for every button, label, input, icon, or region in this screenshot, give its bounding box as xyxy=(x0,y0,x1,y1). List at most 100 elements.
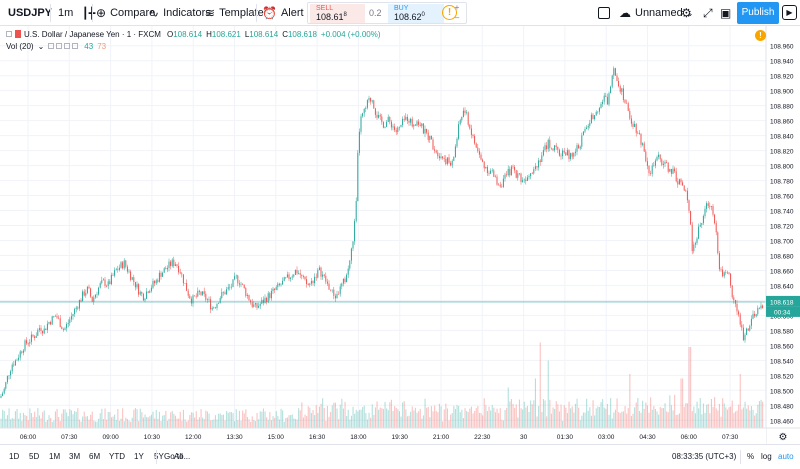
range-button-1y[interactable]: 1Y xyxy=(134,452,144,461)
info-icon[interactable]: ! xyxy=(442,5,457,20)
price-chart[interactable]: 108.960 108.940 108.920 108.900 108.880 108.8… xyxy=(0,26,800,444)
volume-bar xyxy=(267,419,269,428)
countdown-tag xyxy=(766,306,800,317)
candle-body xyxy=(38,328,40,330)
volume-bar xyxy=(590,415,592,428)
candle-body xyxy=(661,159,663,165)
volume-bar xyxy=(78,419,80,428)
replay-button[interactable]: ▶ xyxy=(782,5,797,20)
candle-body xyxy=(746,328,748,335)
candle-body xyxy=(54,316,56,317)
goto-date-button[interactable]: Go to... xyxy=(164,452,191,461)
candle-body xyxy=(570,153,572,160)
volume-bar xyxy=(494,412,496,428)
volume-bar xyxy=(704,412,706,428)
range-button-1d[interactable]: 1D xyxy=(9,452,20,461)
volume-value: 43 xyxy=(84,41,94,51)
eye-icon[interactable] xyxy=(48,43,55,49)
range-button-3m[interactable]: 3M xyxy=(69,452,81,461)
more-icon[interactable] xyxy=(72,43,79,49)
candle-body xyxy=(195,296,197,297)
indicators-button[interactable]: ∿ Indicators xyxy=(149,0,211,26)
volume-bar xyxy=(336,408,338,428)
fullscreen-button[interactable]: ⤢ xyxy=(703,0,717,26)
volume-bar xyxy=(222,414,224,428)
candle-body xyxy=(675,171,677,182)
symbol-search[interactable]: USDJPY xyxy=(8,0,52,26)
templates-button[interactable]: ≋ Templates xyxy=(205,0,269,26)
candle-body xyxy=(469,124,471,129)
close-icon[interactable] xyxy=(64,43,71,49)
candle-body xyxy=(48,321,50,324)
volume-bar xyxy=(43,410,45,428)
auto-scale-toggle[interactable]: auto xyxy=(778,452,794,461)
volume-bar xyxy=(118,420,120,428)
candle-body xyxy=(406,116,408,121)
multi-layout-button[interactable] xyxy=(598,0,610,26)
alert-button[interactable]: ⏰ Alert xyxy=(262,0,304,26)
price-axis[interactable]: 108.960 108.940 108.920 108.900 108.880 108.8… xyxy=(765,26,800,444)
time-axis[interactable]: 06:00 07:30 09:00 10:30 12:00 13:30 15:00 16:30… xyxy=(0,427,800,444)
volume-bar xyxy=(136,409,138,428)
chart-style-button[interactable]: ┃╋ xyxy=(82,0,95,26)
volume-bar xyxy=(722,398,724,428)
candle-body xyxy=(275,287,277,290)
range-button-1m[interactable]: 1M xyxy=(49,452,61,461)
candle-body xyxy=(285,277,287,278)
candle-body xyxy=(430,135,432,140)
volume-bar xyxy=(482,415,484,428)
timezone-button[interactable]: 08:33:35 (UTC+3) xyxy=(672,452,737,461)
volume-bar xyxy=(570,408,572,428)
volume-bar xyxy=(296,419,298,428)
range-button-5y[interactable]: 5Y xyxy=(154,452,164,461)
volume-bar xyxy=(178,418,180,428)
candle-body xyxy=(11,364,13,372)
time-tick-label: 07:30 xyxy=(61,434,78,441)
volume-bar xyxy=(171,410,173,428)
log-scale-toggle[interactable]: log xyxy=(761,452,772,461)
candle-body xyxy=(296,269,298,274)
sell-button[interactable]: SELL 108.618 xyxy=(310,4,365,23)
range-button-5d[interactable]: 5D xyxy=(29,452,40,461)
range-button-ytd[interactable]: YTD xyxy=(109,452,125,461)
snapshot-button[interactable]: ▣ xyxy=(720,0,735,26)
percent-scale-toggle[interactable]: % xyxy=(747,452,755,461)
candle-body xyxy=(117,269,119,270)
candle-body xyxy=(216,303,218,308)
candle-body xyxy=(299,273,301,275)
axis-settings-icon[interactable]: ⚙ xyxy=(779,432,788,443)
volume-bar xyxy=(373,414,375,428)
sell-price: 108.618 xyxy=(316,12,347,22)
candle-body xyxy=(211,307,213,310)
candle-body xyxy=(437,152,439,157)
settings-icon[interactable] xyxy=(56,43,63,49)
range-button-6m[interactable]: 6M xyxy=(89,452,101,461)
minus-icon[interactable]: – xyxy=(454,13,460,22)
candle-body xyxy=(86,286,88,293)
candle-body xyxy=(501,186,503,188)
volume-bar xyxy=(387,410,389,428)
quantity-stepper[interactable]: + – xyxy=(448,3,466,23)
candle-body xyxy=(552,148,554,151)
collapse-icon[interactable] xyxy=(6,31,12,37)
candle-body xyxy=(349,260,351,269)
publish-button[interactable]: Publish xyxy=(737,2,779,24)
buy-button[interactable]: BUY 108.620 xyxy=(388,4,444,23)
plus-icon[interactable]: + xyxy=(454,3,460,12)
compare-button[interactable]: ⊕ Compare xyxy=(96,0,155,26)
range-button-all[interactable]: All xyxy=(174,452,183,461)
volume-bar xyxy=(272,416,274,428)
volume-bar xyxy=(53,420,55,428)
layout-menu-button[interactable]: ☁ Unnamed ⌄ xyxy=(619,0,697,26)
candle-body xyxy=(382,121,384,128)
interval-button[interactable]: 1m xyxy=(58,0,73,26)
candle-body xyxy=(747,328,749,331)
warning-icon[interactable]: ! xyxy=(755,30,766,41)
volume-bar xyxy=(75,411,77,428)
volume-bar xyxy=(626,413,628,428)
candle-body xyxy=(354,220,356,242)
volume-bar xyxy=(210,420,212,428)
settings-button[interactable]: ⚙ xyxy=(681,0,696,26)
volume-bar xyxy=(667,412,669,428)
chevron-down-icon[interactable]: ⌄ xyxy=(37,41,45,51)
